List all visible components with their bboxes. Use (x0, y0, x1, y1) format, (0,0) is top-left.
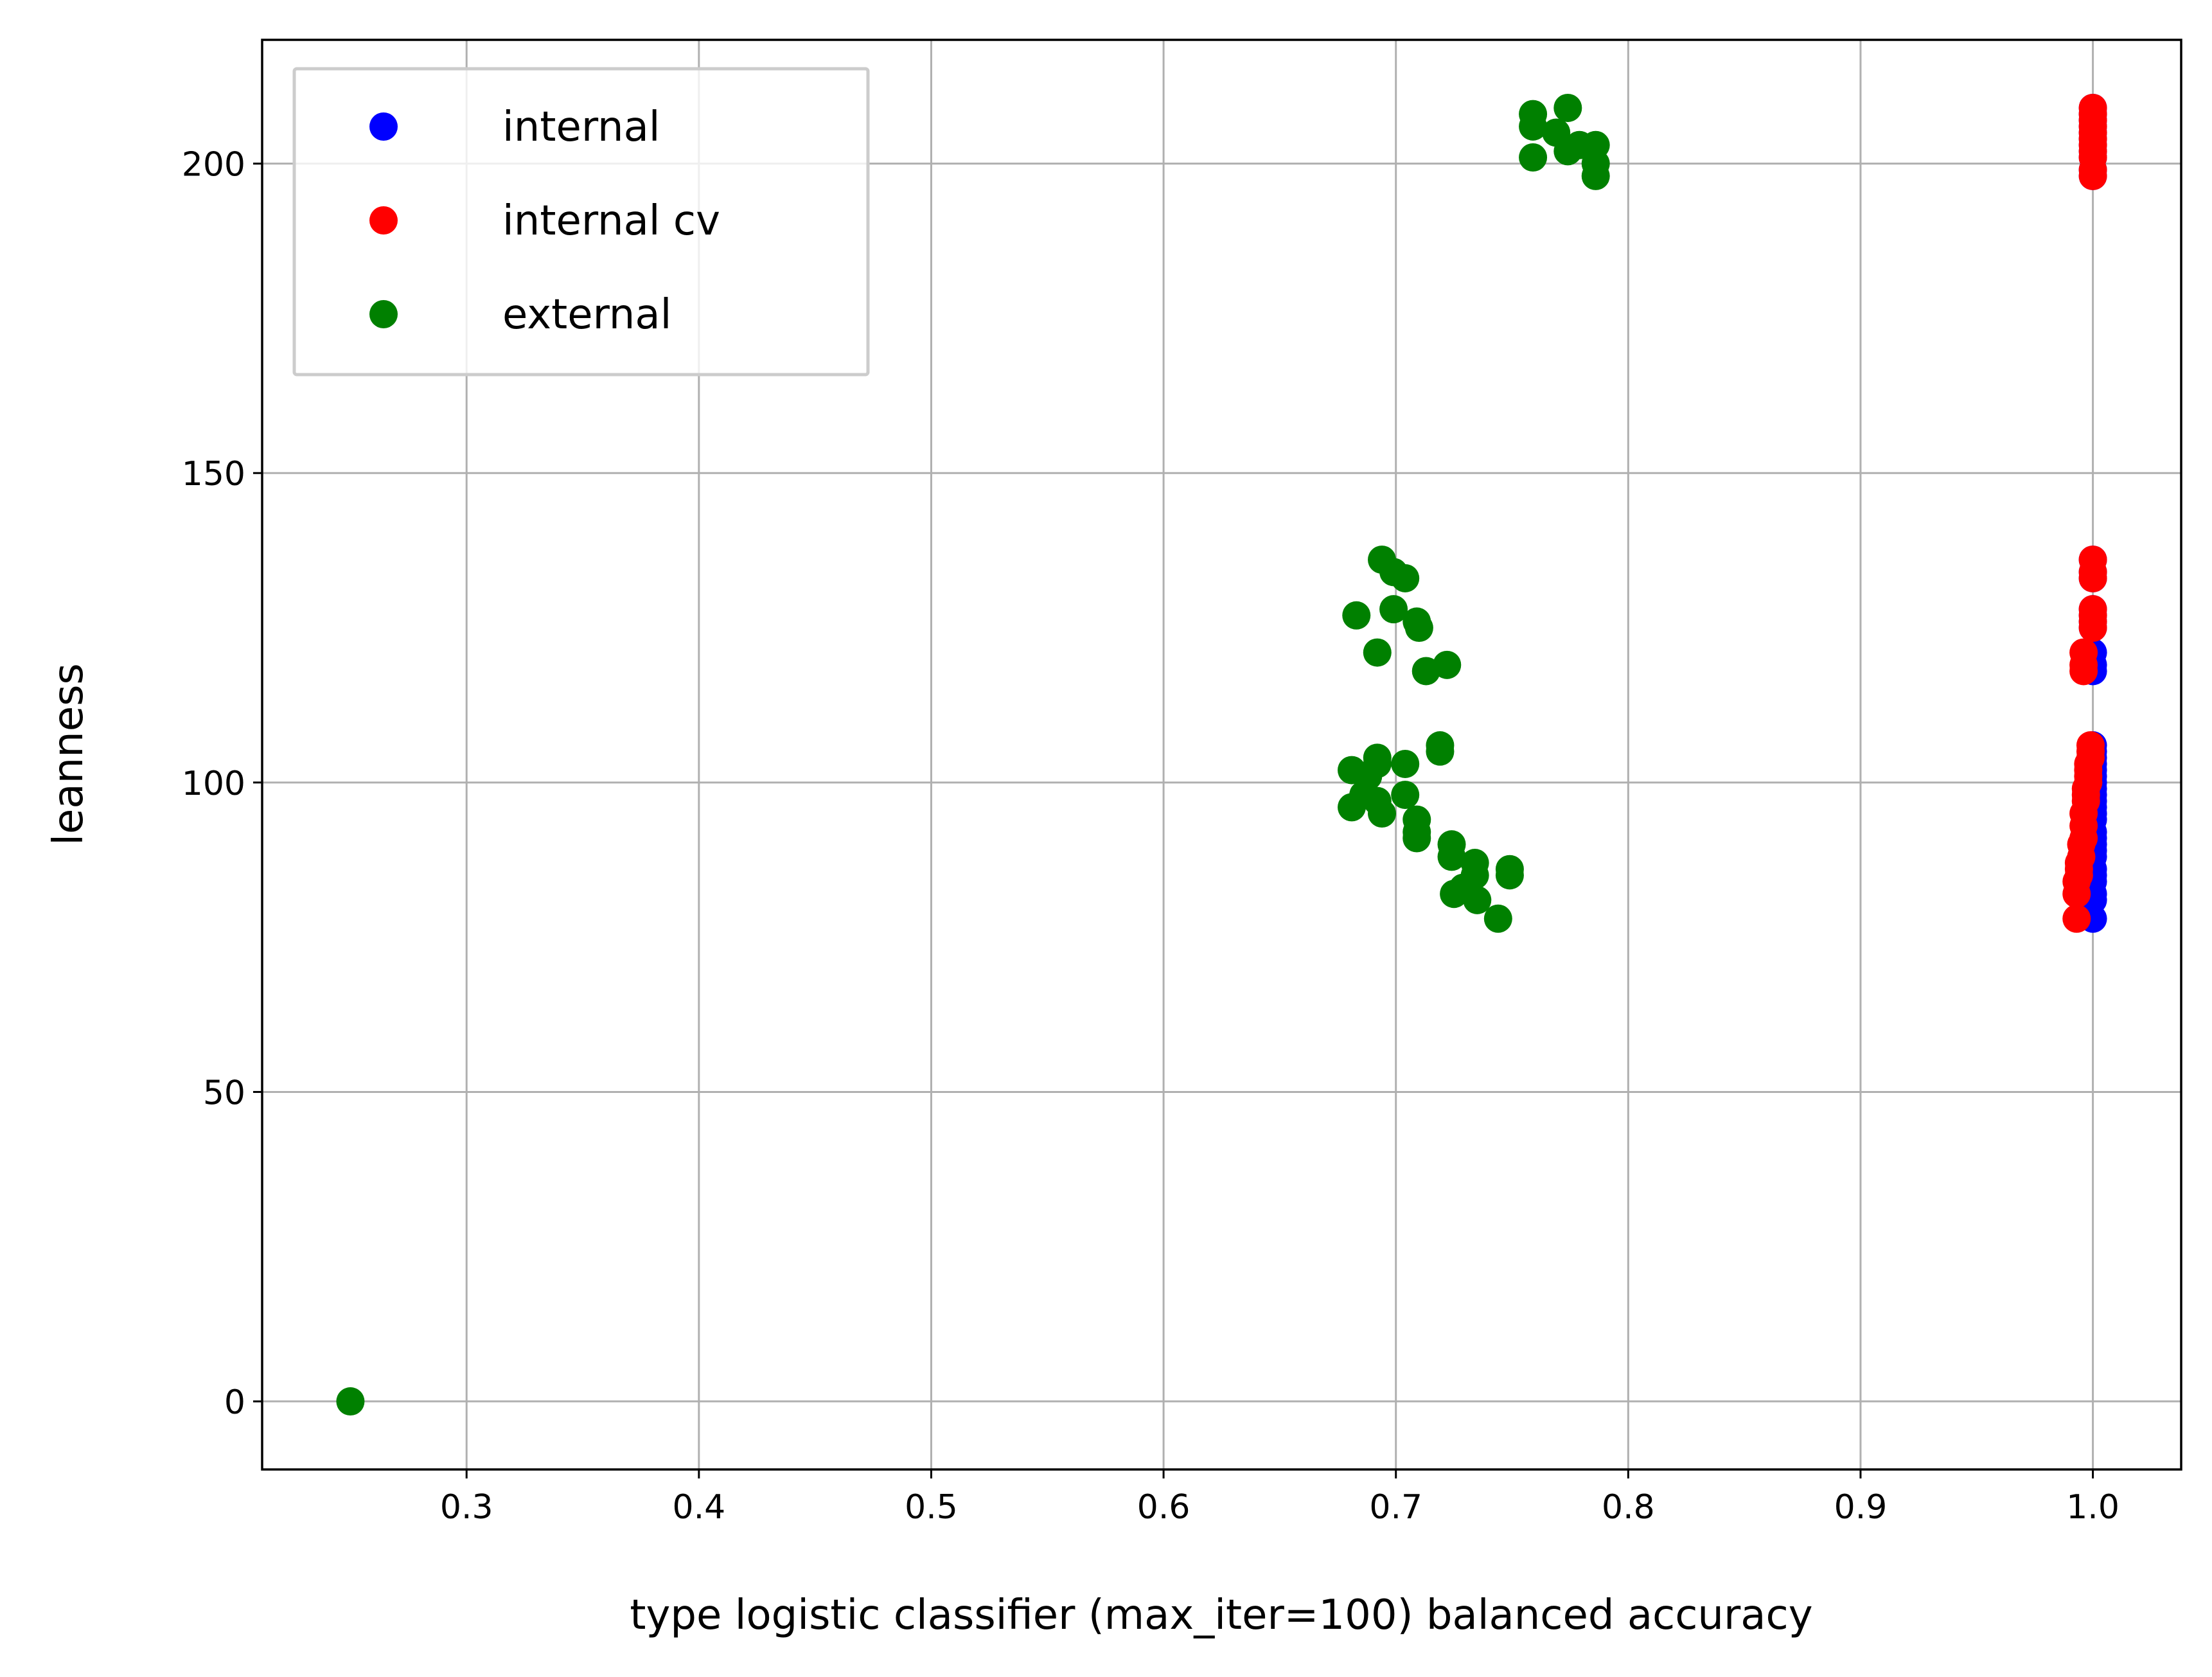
data-point (1379, 595, 1408, 624)
y-tick-label: 0 (224, 1383, 245, 1422)
legend-box (292, 67, 870, 377)
x-tick-label: 0.7 (1369, 1488, 1422, 1527)
data-point (2078, 546, 2107, 574)
y-axis-label: leanness (45, 663, 93, 846)
y-tick-label: 200 (182, 146, 245, 184)
x-tick-label: 0.9 (1834, 1488, 1888, 1527)
data-point (1404, 614, 1433, 643)
data-point (336, 1387, 365, 1416)
data-point (1460, 861, 1489, 890)
legend-marker (369, 300, 398, 328)
data-point (2076, 731, 2105, 760)
series-1 (2062, 93, 2107, 933)
data-point (2062, 904, 2091, 933)
data-point (1391, 781, 1420, 810)
legend-label: internal (502, 103, 660, 151)
data-point (1391, 563, 1420, 592)
data-point (2078, 595, 2107, 624)
data-point (1463, 885, 1492, 914)
data-point (1519, 143, 1548, 172)
data-point (1433, 650, 1462, 679)
data-point (1519, 100, 1548, 129)
x-tick-label: 0.5 (905, 1488, 958, 1527)
data-point (1368, 799, 1397, 828)
x-tick-label: 0.4 (672, 1488, 725, 1527)
data-point (1581, 161, 1610, 190)
data-point (1553, 93, 1582, 122)
y-tick-label: 100 (182, 765, 245, 803)
legend-label: internal cv (502, 197, 720, 245)
legend-label: external (502, 291, 671, 339)
y-tick-label: 150 (182, 455, 245, 493)
legend-marker (369, 112, 398, 141)
data-points (336, 93, 2107, 1416)
x-tick-label: 0.3 (440, 1488, 493, 1527)
data-point (1426, 731, 1455, 760)
data-point (1363, 638, 1392, 667)
x-tick-label: 0.6 (1137, 1488, 1190, 1527)
data-point (2069, 638, 2098, 667)
data-point (2078, 93, 2107, 122)
plot-frame (261, 39, 2182, 1471)
data-point (1402, 824, 1431, 853)
data-point (1363, 749, 1392, 778)
axis-ticks: 0.3 0.4 0.5 0.6 0.7 0.8 0.9 1.0 0 50 100 150 200 (182, 146, 2119, 1527)
data-point (1437, 842, 1466, 871)
x-tick-label: 0.8 (1602, 1488, 1655, 1527)
data-point (1483, 904, 1512, 933)
x-tick-label: 1.0 (2066, 1488, 2119, 1527)
data-point (1342, 601, 1371, 630)
legend-marker (369, 206, 398, 235)
data-point (1391, 749, 1420, 778)
x-axis-label: type logistic classifier (max_iter=100) … (630, 1592, 1812, 1639)
data-point (1495, 861, 1524, 890)
y-tick-label: 50 (203, 1074, 245, 1112)
series-2 (336, 93, 1610, 1416)
legend: internal internal cv external (292, 67, 870, 377)
